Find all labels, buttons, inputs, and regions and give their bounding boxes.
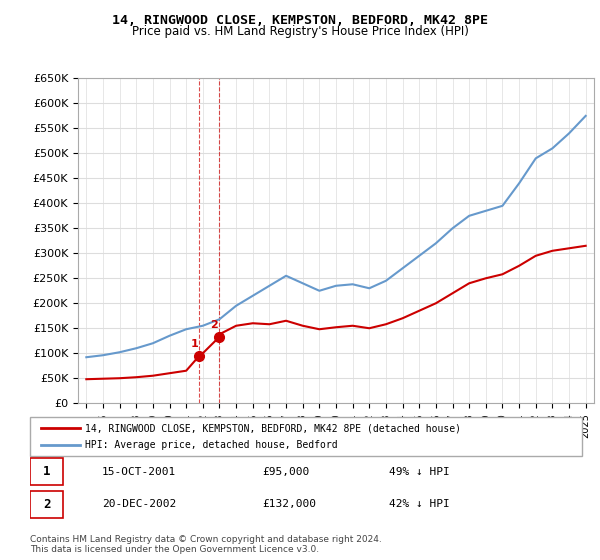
Text: 42% ↓ HPI: 42% ↓ HPI xyxy=(389,499,449,509)
Text: £95,000: £95,000 xyxy=(262,467,309,477)
Text: 2: 2 xyxy=(43,497,50,511)
Text: Price paid vs. HM Land Registry's House Price Index (HPI): Price paid vs. HM Land Registry's House … xyxy=(131,25,469,38)
Text: HPI: Average price, detached house, Bedford: HPI: Average price, detached house, Bedf… xyxy=(85,440,338,450)
Text: £132,000: £132,000 xyxy=(262,499,316,509)
Text: 2: 2 xyxy=(210,320,218,330)
FancyBboxPatch shape xyxy=(30,417,582,456)
Text: Contains HM Land Registry data © Crown copyright and database right 2024.
This d: Contains HM Land Registry data © Crown c… xyxy=(30,535,382,554)
Text: 14, RINGWOOD CLOSE, KEMPSTON, BEDFORD, MK42 8PE: 14, RINGWOOD CLOSE, KEMPSTON, BEDFORD, M… xyxy=(112,14,488,27)
FancyBboxPatch shape xyxy=(30,491,63,517)
Text: 1: 1 xyxy=(190,339,198,349)
Text: 15-OCT-2001: 15-OCT-2001 xyxy=(102,467,176,477)
Text: 14, RINGWOOD CLOSE, KEMPSTON, BEDFORD, MK42 8PE (detached house): 14, RINGWOOD CLOSE, KEMPSTON, BEDFORD, M… xyxy=(85,423,461,433)
Text: 49% ↓ HPI: 49% ↓ HPI xyxy=(389,467,449,477)
Text: 1: 1 xyxy=(43,465,50,478)
Text: 20-DEC-2002: 20-DEC-2002 xyxy=(102,499,176,509)
FancyBboxPatch shape xyxy=(30,458,63,486)
